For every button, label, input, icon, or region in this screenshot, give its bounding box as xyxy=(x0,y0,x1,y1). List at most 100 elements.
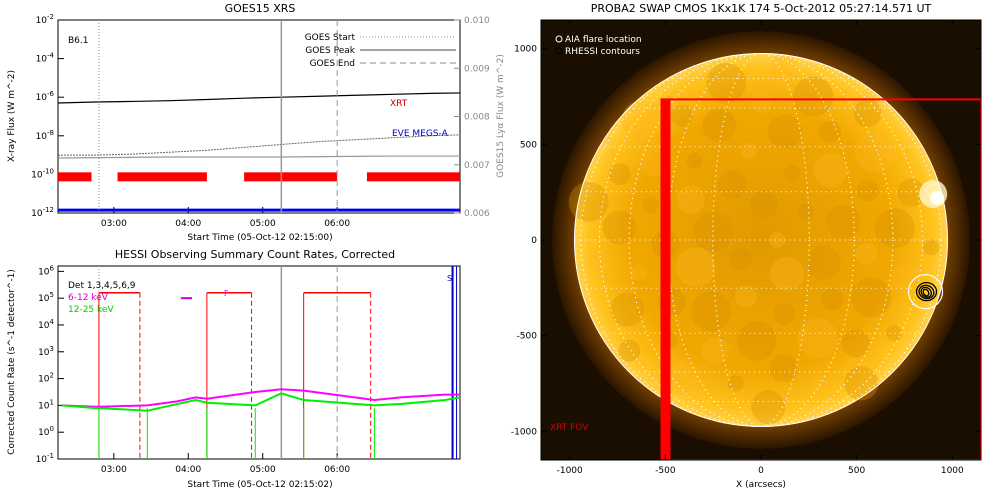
solar-texture-blob xyxy=(630,264,647,281)
solar-texture-blob xyxy=(610,292,645,327)
solar-texture-blob xyxy=(587,250,610,273)
solar-texture-blob xyxy=(821,288,844,311)
longitude-line xyxy=(598,52,924,428)
solar-texture-blob xyxy=(750,189,779,218)
hessi-x-tick-label: 06:00 xyxy=(324,465,350,475)
legend-detectors: Det 1,3,4,5,6,9 xyxy=(68,281,136,291)
swap-y-tick-label: 1000 xyxy=(514,45,537,55)
hessi-y-tick-label: 102 xyxy=(38,372,54,385)
goes-data xyxy=(57,20,461,213)
active-region-core xyxy=(930,190,944,205)
longitude-line xyxy=(580,52,942,428)
solar-texture-blob xyxy=(741,142,758,159)
hessi-y-tick-label: 106 xyxy=(38,264,54,277)
hessi-6-12-kev-line xyxy=(61,388,460,408)
goes-y-right-tick-label: 0.007 xyxy=(464,161,490,171)
solar-texture-blob xyxy=(642,197,659,214)
solar-texture-blob xyxy=(736,320,777,361)
rhessi-contour xyxy=(915,282,938,302)
solar-texture-blob xyxy=(693,211,734,252)
goes-y-right-tick-label: 0.010 xyxy=(464,16,490,26)
swap-xlabel: X (arcsecs) xyxy=(736,480,786,490)
solar-texture-blob xyxy=(686,152,703,169)
rhessi-contour xyxy=(920,286,933,298)
goes-lya-line xyxy=(57,155,460,159)
hessi-x-axis: 03:00 04:00 05:00 06:00 xyxy=(101,453,350,475)
hessi-x-tick-label: 05:00 xyxy=(250,465,276,475)
solar-texture-blob xyxy=(675,246,716,287)
solar-texture-blob xyxy=(886,325,903,342)
swap-panel: PROBA2 SWAP CMOS 1Kx1K 174 5-Oct-2012 05… xyxy=(511,2,982,490)
solar-texture-blob xyxy=(818,120,841,143)
swap-y-tick-label: -500 xyxy=(517,332,538,342)
hessi-y-tick-label: 103 xyxy=(38,345,54,358)
swap-x-tick-label: -500 xyxy=(655,466,676,476)
solar-texture-blob xyxy=(670,104,693,127)
solar-texture-blob xyxy=(797,318,838,359)
solar-texture-blob xyxy=(813,153,848,188)
goes-y-tick-label: 10-6 xyxy=(36,90,55,103)
solar-texture-blob xyxy=(853,99,882,128)
goes-long-channel-line xyxy=(57,92,461,104)
goes-x-tick-label: 06:00 xyxy=(324,219,350,229)
xrt-coverage-segment xyxy=(117,172,207,182)
swap-y-tick-label: 500 xyxy=(520,140,537,150)
solar-texture-blob xyxy=(706,62,747,103)
solar-texture-blob xyxy=(891,264,920,293)
swap-y-tick-label: 0 xyxy=(531,236,537,246)
hessi-x-tick-label: 03:00 xyxy=(101,465,127,475)
solar-texture-blob xyxy=(718,170,747,199)
legend-aia-marker xyxy=(555,35,563,43)
eve-series-label: EVE MEGS-A xyxy=(392,129,449,139)
goes-short-channel-line xyxy=(58,134,461,156)
rhessi-contour xyxy=(918,284,935,300)
solar-texture-blob xyxy=(773,302,796,325)
goes-y-right-tick-label: 0.008 xyxy=(464,113,490,123)
swap-x-tick-label: -1000 xyxy=(557,466,583,476)
solar-texture-blob xyxy=(568,181,609,222)
goes-y-right-tick-label: 0.006 xyxy=(464,209,490,219)
aia-flare-location xyxy=(907,274,944,310)
swap-x-axis: -1000 -500 0 500 1000 xyxy=(557,20,964,476)
solar-texture-blob xyxy=(798,203,815,220)
solar-texture-blob xyxy=(608,163,631,186)
solar-texture-blob xyxy=(793,76,834,117)
solar-texture-blob xyxy=(855,242,878,265)
hessi-ylabel: Corrected Count Rate (s^-1 detector^-1) xyxy=(7,269,17,455)
solar-texture-blob xyxy=(768,114,803,149)
solar-texture-blob xyxy=(923,239,940,256)
hessi-y-tick-label: 10-1 xyxy=(36,452,54,465)
xrt-fov-edge xyxy=(661,99,671,460)
solar-texture-blob xyxy=(664,360,699,395)
solar-texture-blob xyxy=(621,100,662,141)
goes-x-tick-label: 05:00 xyxy=(250,219,276,229)
goes-ylabel-right: GOES15 Lyα Flux (W m^-2) xyxy=(496,54,506,178)
swap-x-tick-label: 1000 xyxy=(941,466,964,476)
legend-12-25-kev: 12-25 keV xyxy=(68,305,114,315)
goes-legend: GOES Start GOES Peak GOES End xyxy=(305,33,456,69)
hessi-y-tick-label: 104 xyxy=(38,318,54,331)
solar-texture-blob xyxy=(855,132,896,173)
goes-y-right-tick-label: 0.009 xyxy=(464,64,490,74)
hessi-panel: HESSI Observing Summary Count Rates, Cor… xyxy=(7,248,461,490)
solar-texture-blob xyxy=(769,354,798,383)
goes-y-tick-label: 10-10 xyxy=(31,167,54,180)
hessi-12-25-kev-line xyxy=(61,392,461,412)
solar-texture-blob xyxy=(602,210,637,245)
goes-y-tick-label: 10-4 xyxy=(36,52,55,65)
hessi-legend: Det 1,3,4,5,6,9 6-12 keV 12-25 keV xyxy=(68,281,136,315)
legend-rhessi-contours: RHESSI contours xyxy=(565,47,640,57)
solar-texture-blob xyxy=(806,245,841,280)
swap-x-tick-label: 0 xyxy=(758,466,764,476)
goes-xlabel: Start Time (05-Oct-12 02:15:00) xyxy=(187,233,332,243)
solar-texture-blob xyxy=(691,291,732,332)
solar-texture-blob xyxy=(770,256,805,291)
solar-texture-blob xyxy=(856,179,879,202)
legend-goes-end: GOES End xyxy=(310,59,355,69)
hessi-data xyxy=(61,266,461,459)
goes-y-tick-label: 10-8 xyxy=(36,129,54,142)
goes-xrs-panel: GOES15 XRS 10-2 10-4 10-6 10-8 10-10 10-12 0.… xyxy=(7,2,506,243)
goes-annotation: B6.1 xyxy=(68,36,89,46)
hessi-flag-s: S xyxy=(447,274,452,283)
hessi-y-axis: 106 105 104 103 102 101 100 10-1 xyxy=(36,264,64,465)
